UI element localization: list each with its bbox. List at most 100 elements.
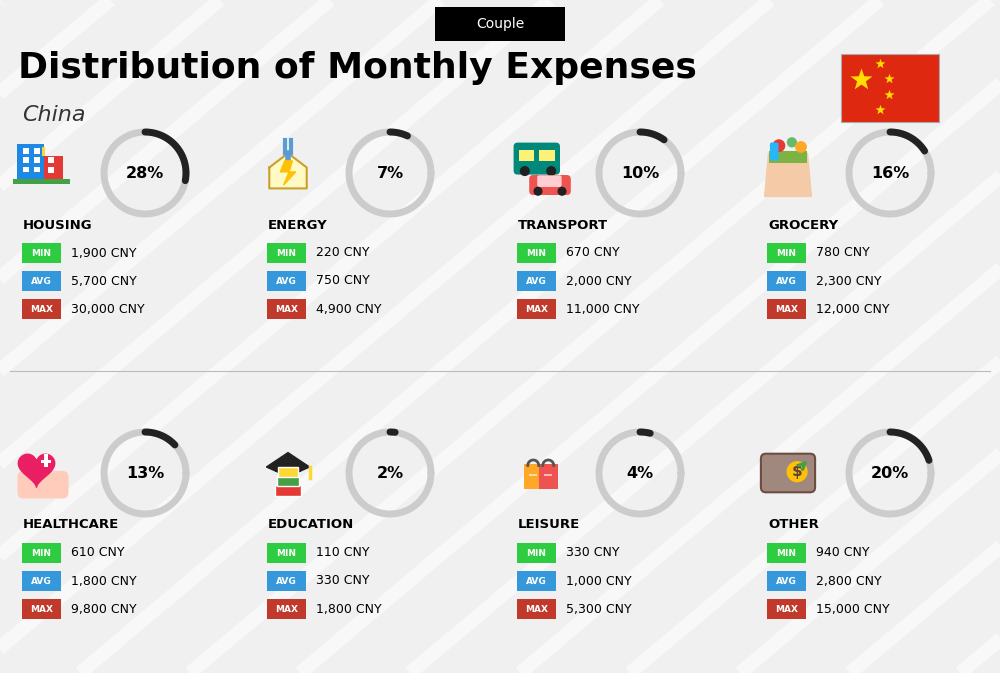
Text: EDUCATION: EDUCATION [268, 518, 354, 532]
FancyBboxPatch shape [539, 149, 555, 161]
Circle shape [520, 167, 529, 176]
Text: 7%: 7% [376, 166, 404, 180]
Text: 28%: 28% [126, 166, 164, 180]
FancyBboxPatch shape [278, 467, 298, 477]
Text: MIN: MIN [776, 248, 796, 258]
Text: 1,800 CNY: 1,800 CNY [71, 575, 137, 588]
FancyBboxPatch shape [277, 476, 299, 487]
Circle shape [787, 138, 796, 147]
FancyBboxPatch shape [767, 271, 806, 291]
Text: 1,900 CNY: 1,900 CNY [71, 246, 136, 260]
FancyBboxPatch shape [761, 454, 815, 493]
FancyBboxPatch shape [267, 243, 306, 262]
Polygon shape [18, 454, 55, 487]
FancyBboxPatch shape [22, 271, 61, 291]
Text: 1,800 CNY: 1,800 CNY [316, 602, 382, 616]
FancyBboxPatch shape [22, 299, 61, 319]
Text: MIN: MIN [276, 248, 296, 258]
Text: 9,800 CNY: 9,800 CNY [71, 602, 137, 616]
Text: AVG: AVG [31, 577, 52, 586]
FancyBboxPatch shape [41, 460, 51, 464]
FancyBboxPatch shape [275, 465, 301, 472]
Text: AVG: AVG [776, 277, 797, 285]
Text: MIN: MIN [276, 548, 296, 557]
FancyBboxPatch shape [767, 571, 806, 591]
Text: LEISURE: LEISURE [518, 518, 580, 532]
Polygon shape [876, 105, 885, 114]
Text: 11,000 CNY: 11,000 CNY [566, 302, 640, 316]
FancyBboxPatch shape [48, 157, 54, 163]
Text: MIN: MIN [31, 248, 51, 258]
Text: China: China [22, 105, 86, 125]
FancyBboxPatch shape [23, 157, 29, 163]
Text: MIN: MIN [31, 548, 51, 557]
Text: 4,900 CNY: 4,900 CNY [316, 302, 382, 316]
FancyBboxPatch shape [267, 543, 306, 563]
Text: MIN: MIN [526, 548, 546, 557]
Polygon shape [885, 74, 894, 83]
Text: AVG: AVG [526, 577, 547, 586]
FancyBboxPatch shape [13, 179, 70, 184]
Circle shape [534, 187, 542, 195]
Text: Couple: Couple [476, 17, 524, 31]
FancyBboxPatch shape [23, 148, 29, 154]
FancyBboxPatch shape [267, 571, 306, 591]
FancyBboxPatch shape [517, 599, 556, 618]
FancyBboxPatch shape [767, 599, 806, 618]
Text: AVG: AVG [776, 577, 797, 586]
Circle shape [547, 167, 556, 176]
Text: 30,000 CNY: 30,000 CNY [71, 302, 145, 316]
Text: 15,000 CNY: 15,000 CNY [816, 602, 890, 616]
Text: 20%: 20% [871, 466, 909, 481]
Text: 2%: 2% [376, 466, 404, 481]
FancyBboxPatch shape [44, 156, 62, 184]
Text: 1,000 CNY: 1,000 CNY [566, 575, 632, 588]
FancyBboxPatch shape [34, 148, 40, 154]
Text: ENERGY: ENERGY [268, 219, 328, 232]
Text: 220 CNY: 220 CNY [316, 246, 370, 260]
FancyBboxPatch shape [529, 474, 537, 476]
Polygon shape [266, 453, 310, 476]
FancyBboxPatch shape [841, 54, 939, 122]
Text: MIN: MIN [526, 248, 546, 258]
Text: AVG: AVG [31, 277, 52, 285]
Text: MAX: MAX [525, 304, 548, 314]
Text: 2,300 CNY: 2,300 CNY [816, 275, 882, 287]
FancyBboxPatch shape [517, 271, 556, 291]
Text: OTHER: OTHER [768, 518, 819, 532]
Polygon shape [885, 90, 894, 99]
Text: 2,800 CNY: 2,800 CNY [816, 575, 882, 588]
Text: MAX: MAX [30, 304, 53, 314]
Polygon shape [280, 161, 296, 185]
FancyBboxPatch shape [544, 474, 552, 476]
Text: 610 CNY: 610 CNY [71, 546, 124, 559]
FancyBboxPatch shape [767, 299, 806, 319]
Circle shape [773, 140, 785, 151]
Text: 330 CNY: 330 CNY [316, 575, 370, 588]
Polygon shape [876, 59, 885, 68]
FancyBboxPatch shape [22, 571, 61, 591]
FancyBboxPatch shape [17, 471, 68, 499]
Text: MAX: MAX [775, 304, 798, 314]
Text: 12,000 CNY: 12,000 CNY [816, 302, 890, 316]
FancyBboxPatch shape [22, 243, 61, 262]
FancyBboxPatch shape [22, 543, 61, 563]
Text: 4%: 4% [626, 466, 654, 481]
FancyBboxPatch shape [517, 571, 556, 591]
FancyBboxPatch shape [17, 145, 44, 184]
FancyBboxPatch shape [767, 543, 806, 563]
FancyBboxPatch shape [768, 151, 807, 163]
FancyBboxPatch shape [539, 464, 558, 489]
Polygon shape [765, 153, 811, 197]
Text: 5,300 CNY: 5,300 CNY [566, 602, 632, 616]
Text: MAX: MAX [525, 604, 548, 614]
FancyBboxPatch shape [524, 464, 543, 489]
FancyBboxPatch shape [267, 599, 306, 618]
Text: 750 CNY: 750 CNY [316, 275, 370, 287]
FancyBboxPatch shape [48, 168, 54, 173]
Text: HEALTHCARE: HEALTHCARE [23, 518, 119, 532]
FancyBboxPatch shape [34, 166, 40, 172]
FancyBboxPatch shape [42, 147, 45, 156]
Text: 670 CNY: 670 CNY [566, 246, 620, 260]
FancyBboxPatch shape [34, 157, 40, 163]
